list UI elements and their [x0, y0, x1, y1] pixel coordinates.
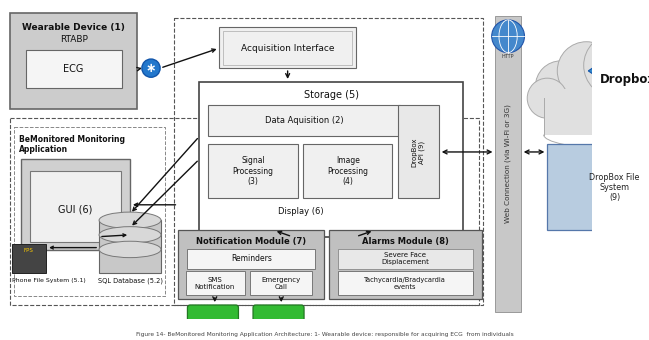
Text: Data Aquisition (2): Data Aquisition (2) — [265, 117, 343, 125]
Text: ECG: ECG — [64, 64, 84, 74]
Circle shape — [583, 34, 648, 97]
Bar — [495, 16, 521, 312]
Text: SQL Database (5.2): SQL Database (5.2) — [97, 278, 162, 284]
Circle shape — [142, 59, 160, 77]
Bar — [186, 271, 245, 295]
Bar — [14, 128, 165, 296]
Text: HTTP: HTTP — [502, 54, 515, 59]
Bar — [223, 31, 352, 65]
Text: Figure 14- BeMonitored Monitoring Application Architecture: 1- Wearable device: : Figure 14- BeMonitored Monitoring Applic… — [136, 332, 513, 337]
Bar — [10, 14, 138, 109]
Text: Storage (5): Storage (5) — [304, 90, 359, 101]
Bar — [12, 244, 46, 273]
Bar — [99, 220, 161, 273]
Text: DropBox
API (9): DropBox API (9) — [411, 137, 424, 167]
Bar — [188, 249, 315, 269]
Bar — [21, 159, 130, 250]
Bar — [199, 82, 463, 237]
Text: Severe Face
Displacement: Severe Face Displacement — [381, 252, 429, 265]
Text: SMS
Notification: SMS Notification — [195, 277, 235, 290]
FancyBboxPatch shape — [253, 305, 304, 340]
Bar — [328, 230, 482, 299]
Circle shape — [527, 78, 567, 118]
Text: SMS: SMS — [204, 321, 222, 329]
Bar — [208, 105, 400, 136]
Text: Acquisition Interface: Acquisition Interface — [241, 44, 334, 53]
Text: Signal
Processing
(3): Signal Processing (3) — [232, 156, 273, 186]
Bar — [337, 271, 472, 295]
Circle shape — [492, 20, 524, 53]
Text: RTABP: RTABP — [60, 34, 88, 44]
Bar — [10, 118, 479, 305]
Text: ∗: ∗ — [146, 62, 156, 75]
Bar — [219, 27, 356, 68]
Text: Notification Module (7): Notification Module (7) — [196, 237, 306, 246]
Text: FPS: FPS — [24, 248, 34, 253]
Text: Tachycardia/Bradycardia
events: Tachycardia/Bradycardia events — [364, 277, 446, 290]
Circle shape — [617, 41, 649, 96]
Text: ☎: ☎ — [270, 318, 287, 332]
Text: Image
Processing
(4): Image Processing (4) — [327, 156, 368, 186]
Bar — [178, 230, 324, 299]
Text: BeMonitored Monitoring
Application: BeMonitored Monitoring Application — [19, 135, 125, 154]
Bar — [337, 249, 472, 269]
Text: Wearable Device (1): Wearable Device (1) — [22, 23, 125, 32]
Bar — [26, 50, 122, 88]
Bar — [208, 144, 298, 199]
FancyBboxPatch shape — [188, 305, 238, 340]
Bar — [547, 144, 649, 230]
Text: GUI (6): GUI (6) — [58, 204, 93, 214]
Circle shape — [557, 42, 616, 100]
Bar — [251, 271, 312, 295]
Text: Display (6): Display (6) — [278, 207, 324, 216]
Bar — [174, 18, 484, 305]
Ellipse shape — [99, 212, 161, 228]
Text: Dropbox: Dropbox — [600, 73, 649, 86]
Text: Phone File System (5.1): Phone File System (5.1) — [12, 278, 86, 283]
Text: Emergency
Call: Emergency Call — [262, 277, 301, 290]
Bar — [303, 144, 393, 199]
Ellipse shape — [99, 227, 161, 243]
Bar — [398, 105, 439, 199]
Text: Reminders: Reminders — [231, 254, 272, 263]
Circle shape — [535, 61, 587, 112]
Bar — [544, 89, 649, 135]
Ellipse shape — [99, 241, 161, 258]
Polygon shape — [588, 62, 616, 80]
Bar — [30, 171, 121, 242]
Circle shape — [640, 56, 649, 104]
Text: DropBox File
System
(9): DropBox File System (9) — [589, 173, 640, 202]
Text: Alarms Module (8): Alarms Module (8) — [361, 237, 448, 246]
Text: Web Connection (via Wi-Fi or 3G): Web Connection (via Wi-Fi or 3G) — [505, 104, 511, 223]
